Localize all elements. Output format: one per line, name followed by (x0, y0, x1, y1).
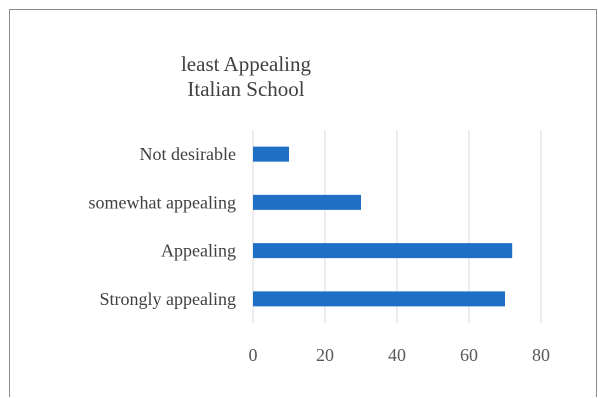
bar (253, 146, 289, 162)
chart-title: least Appealing Italian School (181, 52, 312, 101)
category-label: Appealing (161, 241, 236, 261)
chart-title-line-2: Italian School (187, 77, 304, 101)
chart-title-line-1: least Appealing (181, 52, 312, 76)
category-label: Not desirable (140, 144, 236, 164)
gridlines (252, 130, 542, 323)
x-axis-tick-labels: 0 20 40 60 80 (249, 345, 551, 365)
x-tick-label: 0 (249, 345, 258, 365)
bar (253, 194, 361, 210)
x-tick-label: 80 (532, 345, 550, 365)
x-tick-label: 20 (316, 345, 334, 365)
bar (253, 291, 505, 307)
category-labels: Not desirable somewhat appealing Appealing… (89, 144, 236, 309)
x-tick-label: 60 (460, 345, 478, 365)
x-tick-label: 40 (388, 345, 406, 365)
category-label: Strongly appealing (100, 289, 236, 309)
bars (253, 146, 513, 307)
category-label: somewhat appealing (89, 192, 236, 212)
bar (253, 243, 513, 259)
